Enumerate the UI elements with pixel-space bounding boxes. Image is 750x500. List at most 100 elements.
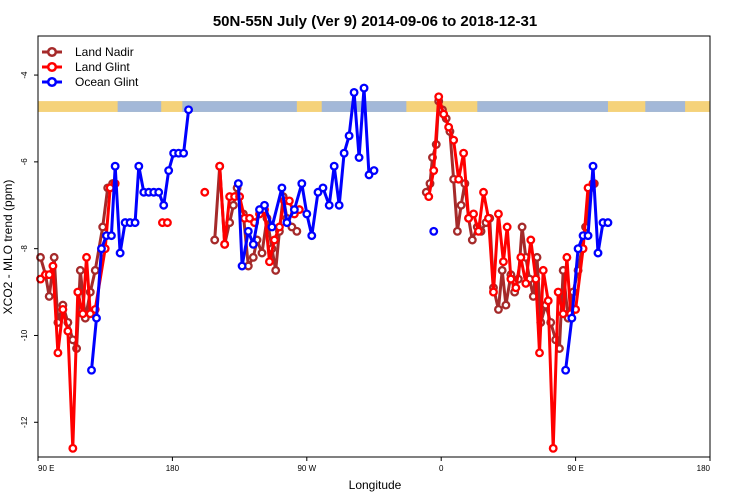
data-point-2-0-6 xyxy=(115,248,125,258)
data-point-2-1-8 xyxy=(282,218,292,228)
data-point-1-0-5 xyxy=(58,304,68,314)
x-axis: 90 E 180 90 W 0 90 E 180 xyxy=(37,457,711,473)
x-tick-label-0: 90 E xyxy=(38,464,54,473)
data-point-0-1-8 xyxy=(248,252,258,262)
data-point-2-1-17 xyxy=(334,200,344,210)
sea-band-0 xyxy=(117,101,162,112)
data-point-1-4-13 xyxy=(489,287,498,297)
data-point-0-1-0 xyxy=(210,235,220,245)
data-point-2-1-5 xyxy=(260,200,269,210)
data-point-0-2-9 xyxy=(452,226,462,236)
data-point-1-3-14 xyxy=(284,196,294,206)
data-point-1-4-26 xyxy=(548,443,558,453)
data-point-2-1-2 xyxy=(243,226,253,236)
legend-label-2: Ocean Glint xyxy=(75,75,139,89)
data-point-0-1-13 xyxy=(271,265,281,275)
data-point-2-3-4 xyxy=(583,231,593,241)
data-point-2-3-8 xyxy=(603,218,613,228)
series-line-1-4 xyxy=(427,95,594,450)
legend-marker-1 xyxy=(46,61,58,73)
sea-band-4 xyxy=(645,101,686,112)
data-point-1-4-29 xyxy=(562,252,572,262)
legend-marker-0 xyxy=(46,46,58,58)
x-tick-label-3: 0 xyxy=(439,464,444,473)
data-point-1-4-12 xyxy=(484,213,493,223)
legend-label-0: Land Nadir xyxy=(75,45,134,59)
x-tick-label-2: 90 W xyxy=(297,464,316,473)
data-point-1-4-11 xyxy=(479,187,488,197)
data-point-1-0-3 xyxy=(48,261,58,271)
y-axis-label: XCO2 - MLO trend (ppm) xyxy=(1,180,15,315)
x-tick-label-1: 180 xyxy=(166,464,180,473)
data-point-2-3-0 xyxy=(561,365,571,375)
data-point-2-0-14 xyxy=(154,187,164,197)
data-point-0-1-10 xyxy=(257,248,267,258)
data-point-1-0-7 xyxy=(68,443,78,453)
data-point-0-2-19 xyxy=(493,304,503,314)
sea-band-3 xyxy=(477,101,608,112)
data-point-2-1-20 xyxy=(349,87,359,97)
data-point-2-1-9 xyxy=(289,205,299,215)
data-point-0-0-13 xyxy=(98,222,108,232)
sea-band-1 xyxy=(182,101,297,112)
data-point-1-3-11 xyxy=(269,235,279,245)
data-point-1-4-24 xyxy=(538,265,548,275)
data-point-0-0-2 xyxy=(44,291,54,301)
data-point-2-0-9 xyxy=(130,218,140,228)
data-point-2-1-14 xyxy=(318,183,328,193)
data-point-1-0-10 xyxy=(82,252,91,262)
data-point-2-1-24 xyxy=(369,166,379,175)
data-point-1-4-5 xyxy=(449,135,459,145)
data-point-1-4-4 xyxy=(444,122,454,132)
data-point-1-4-20 xyxy=(521,278,531,288)
data-point-0-2-13 xyxy=(467,235,477,245)
y-tick-label-3: -6 xyxy=(20,158,29,166)
data-point-1-4-0 xyxy=(424,192,434,202)
data-point-1-4-22 xyxy=(531,274,541,284)
data-point-2-0-2 xyxy=(97,244,106,254)
data-point-2-0-0 xyxy=(87,365,96,375)
data-point-1-0-4 xyxy=(53,348,63,358)
data-point-0-0-0 xyxy=(36,252,45,262)
data-point-1-3-10 xyxy=(265,257,274,267)
data-point-2-1-16 xyxy=(329,161,339,171)
data-point-2-1-21 xyxy=(354,153,364,162)
data-point-2-1-15 xyxy=(324,200,334,210)
data-point-1-4-6 xyxy=(454,174,464,184)
data-point-2-3-5 xyxy=(588,161,598,171)
data-point-1-4-19 xyxy=(516,252,526,262)
data-point-2-1-19 xyxy=(344,131,354,141)
data-point-1-3-0 xyxy=(215,161,225,171)
data-point-1-0-6 xyxy=(63,326,73,336)
chart-title: 50N-55N July (Ver 9) 2014-09-06 to 2018-… xyxy=(213,13,537,30)
y-tick-label-0: -12 xyxy=(20,416,29,428)
data-point-0-0-3 xyxy=(49,252,59,262)
data-point-1-4-18 xyxy=(511,283,521,293)
data-point-1-0-2 xyxy=(44,270,54,280)
data-point-2-3-2 xyxy=(573,244,583,254)
data-point-1-4-7 xyxy=(459,148,469,158)
data-point-2-0-15 xyxy=(159,200,169,210)
data-point-1-2-0 xyxy=(200,187,210,197)
data-point-2-1-10 xyxy=(297,179,307,189)
data-point-2-0-19 xyxy=(179,148,189,158)
data-point-2-0-16 xyxy=(164,166,174,175)
data-point-2-1-12 xyxy=(307,231,317,241)
data-point-1-3-1 xyxy=(220,239,230,249)
data-point-1-4-15 xyxy=(498,257,508,267)
legend-marker-2 xyxy=(46,76,58,88)
data-point-2-0-20 xyxy=(184,105,194,115)
x-tick-label-4: 90 E xyxy=(567,464,583,473)
data-point-1-3-12 xyxy=(274,222,284,232)
data-point-1-4-16 xyxy=(502,222,512,232)
data-point-1-4-23 xyxy=(535,348,544,358)
data-point-0-2-20 xyxy=(497,265,507,275)
data-point-2-0-10 xyxy=(134,161,144,171)
data-point-0-1-4 xyxy=(228,200,238,210)
y-tick-label-4: -4 xyxy=(20,71,29,79)
data-point-1-0-9 xyxy=(78,309,88,319)
y-tick-label-1: -10 xyxy=(20,329,29,341)
plot-frame xyxy=(37,35,711,458)
